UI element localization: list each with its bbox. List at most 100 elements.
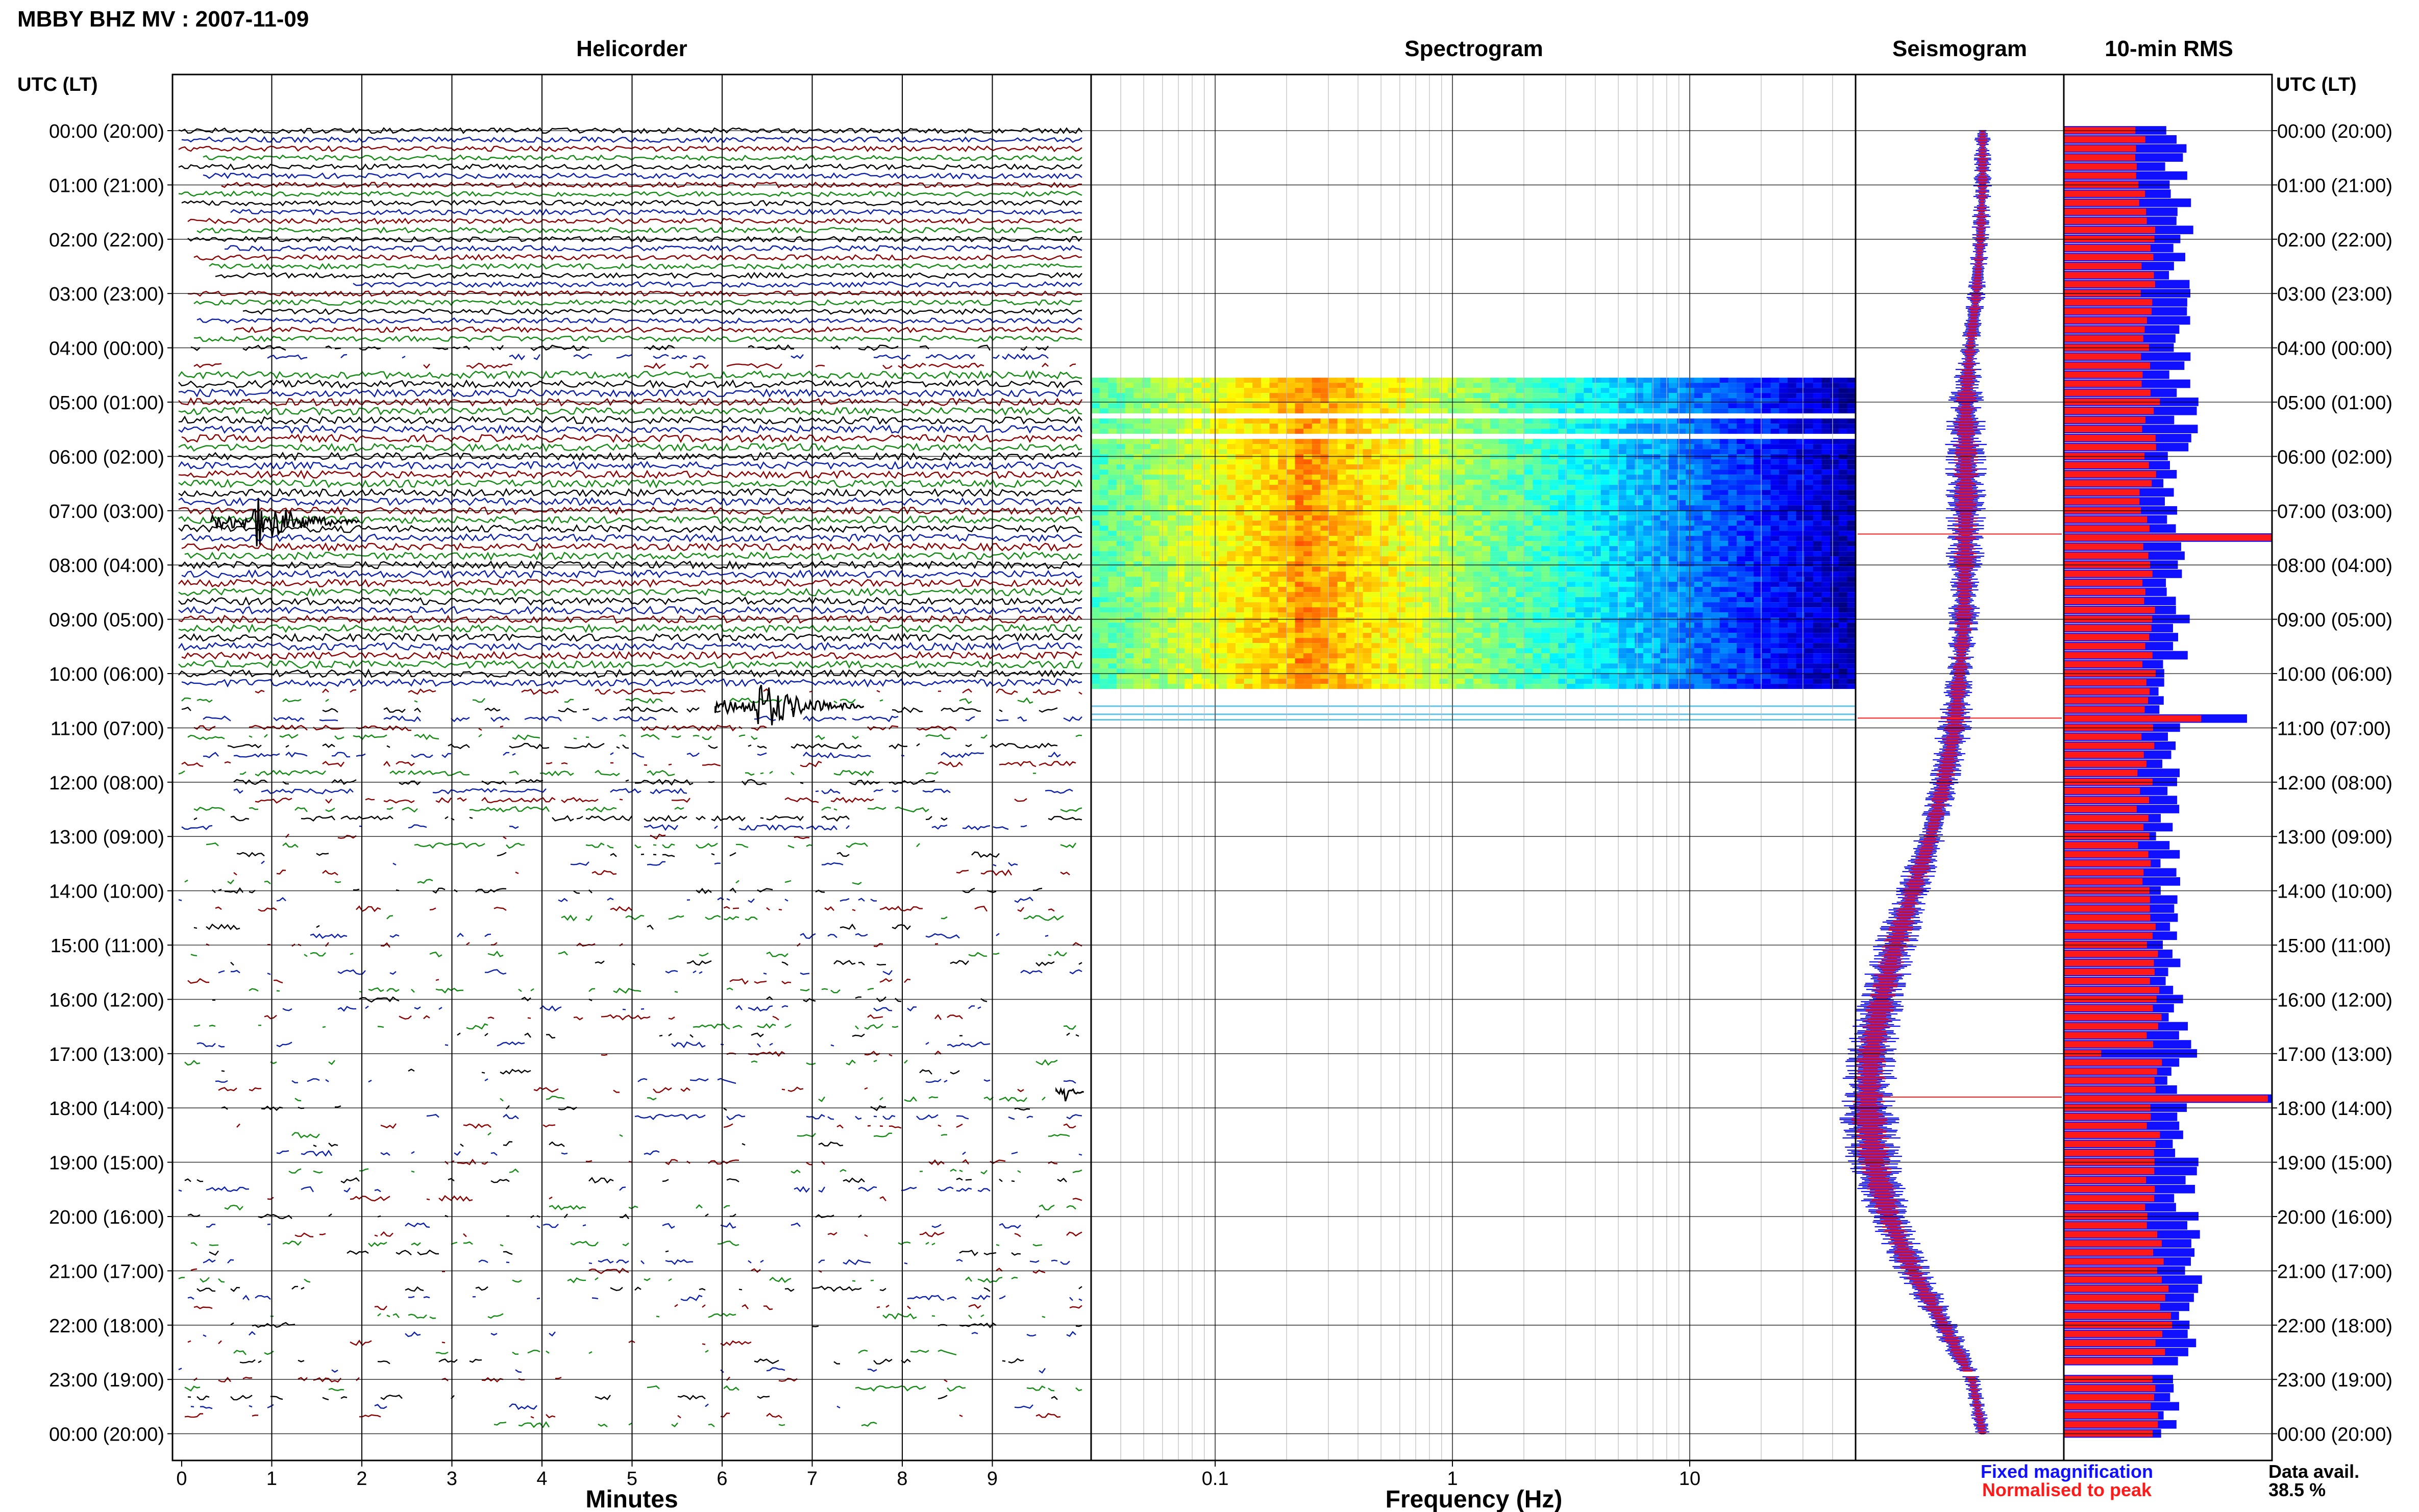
- spectrogram-cell: [1252, 587, 1262, 592]
- spectrogram-cell: [1184, 459, 1194, 465]
- spectrogram-cell: [1643, 520, 1652, 526]
- spectrogram-cell: [1346, 378, 1355, 383]
- spectrogram-cell: [1524, 403, 1534, 409]
- spectrogram-cell: [1490, 449, 1499, 455]
- spectrogram-cell: [1456, 515, 1466, 521]
- spectrogram-cell: [1405, 469, 1415, 475]
- spectrogram-cell: [1252, 551, 1262, 557]
- spectrogram-cell: [1379, 566, 1389, 572]
- spectrogram-cell: [1711, 388, 1720, 393]
- spectrogram-cell: [1091, 556, 1100, 562]
- spectrogram-cell: [1668, 429, 1678, 434]
- spectrogram-cell: [1252, 459, 1262, 465]
- spectrogram-cell: [1184, 378, 1194, 383]
- spectrogram-cell: [1133, 648, 1143, 654]
- spectrogram-cell: [1558, 638, 1567, 643]
- spectrogram-cell: [1465, 526, 1474, 531]
- spectrogram-cell: [1728, 398, 1737, 404]
- spectrogram-cell: [1405, 536, 1415, 541]
- spectrogram-cell: [1626, 556, 1635, 562]
- spectrogram-cell: [1397, 577, 1406, 582]
- spectrogram-cell: [1584, 633, 1593, 638]
- spectrogram-cell: [1473, 383, 1483, 388]
- spectrogram-cell: [1490, 597, 1499, 603]
- spectrogram-cell: [1176, 587, 1185, 592]
- spectrogram-cell: [1694, 510, 1704, 516]
- spectrogram-cell: [1660, 572, 1669, 577]
- spectrogram-cell: [1498, 495, 1508, 501]
- spectrogram-cell: [1142, 495, 1151, 501]
- spectrogram-cell: [1329, 424, 1338, 429]
- spectrogram-cell: [1651, 531, 1661, 536]
- spectrogram-cell: [1660, 505, 1669, 511]
- spectrogram-cell: [1702, 572, 1712, 577]
- spectrogram-cell: [1278, 663, 1287, 669]
- spectrogram-cell: [1269, 505, 1278, 511]
- spectrogram-cell: [1754, 531, 1763, 536]
- spectrogram-cell: [1737, 383, 1746, 388]
- spectrogram-cell: [1694, 383, 1704, 388]
- spectrogram-cell: [1677, 541, 1686, 547]
- spectrogram-cell: [1584, 408, 1593, 414]
- spectrogram-cell: [1567, 592, 1576, 598]
- spectrogram-cell: [1728, 439, 1737, 444]
- spectrogram-cell: [1516, 424, 1525, 429]
- spectrogram-cell: [1125, 480, 1134, 485]
- spectrogram-cell: [1193, 485, 1202, 490]
- spectrogram-cell: [1269, 383, 1278, 388]
- spectrogram-cell: [1176, 398, 1185, 404]
- spectrogram-cell: [1635, 602, 1644, 608]
- spectrogram-cell: [1405, 663, 1415, 669]
- spectrogram-cell: [1261, 418, 1270, 424]
- spectrogram-cell: [1125, 556, 1134, 562]
- spectrogram-cell: [1354, 505, 1364, 511]
- spectrogram-cell: [1133, 393, 1143, 399]
- spectrogram-cell: [1575, 551, 1585, 557]
- spectrogram-cell: [1422, 668, 1431, 674]
- spectrogram-cell: [1787, 648, 1797, 654]
- spectrogram-cell: [1609, 561, 1618, 567]
- spectrogram-cell: [1719, 536, 1729, 541]
- spectrogram-cell: [1677, 378, 1686, 383]
- spectrogram-cell: [1295, 378, 1304, 383]
- spectrogram-cell: [1473, 449, 1483, 455]
- spectrogram-cell: [1677, 480, 1686, 485]
- spectrogram-cell: [1524, 643, 1534, 649]
- spectrogram-cell: [1702, 459, 1712, 465]
- spectrogram-cell: [1210, 490, 1219, 495]
- spectrogram-cell: [1728, 393, 1737, 399]
- spectrogram-cell: [1549, 398, 1559, 404]
- spectrogram-cell: [1269, 475, 1278, 480]
- spectrogram-cell: [1201, 582, 1211, 587]
- spectrogram-cell: [1651, 602, 1661, 608]
- spectrogram-cell: [1805, 469, 1814, 475]
- spectrogram-cell: [1618, 490, 1627, 495]
- spectrogram-cell: [1830, 638, 1839, 643]
- spectrogram-cell: [1397, 531, 1406, 536]
- spectrogram-cell: [1737, 459, 1746, 465]
- spectrogram-cell: [1651, 480, 1661, 485]
- spectrogram-cell: [1167, 592, 1177, 598]
- spectrogram-cell: [1626, 617, 1635, 623]
- spectrogram-cell: [1261, 638, 1270, 643]
- spectrogram-cell: [1363, 444, 1372, 450]
- spectrogram-cell: [1762, 546, 1771, 552]
- spectrogram-cell: [1150, 418, 1159, 424]
- spectrogram-cell: [1337, 520, 1347, 526]
- spectrogram-cell: [1354, 551, 1364, 557]
- spectrogram-cell: [1422, 500, 1431, 506]
- spectrogram-cell: [1490, 607, 1499, 613]
- spectrogram-cell: [1498, 520, 1508, 526]
- spectrogram-cell: [1626, 480, 1635, 485]
- spectrogram-cell: [1498, 628, 1508, 633]
- spectrogram-cell: [1159, 653, 1168, 659]
- spectrogram-cell: [1278, 566, 1287, 572]
- spectrogram-cell: [1702, 551, 1712, 557]
- spectrogram-cell: [1702, 653, 1712, 659]
- spectrogram-cell: [1261, 408, 1270, 414]
- spectrogram-cell: [1592, 561, 1601, 567]
- spectrogram-cell: [1838, 587, 1848, 592]
- spectrogram-cell: [1618, 577, 1627, 582]
- spectrogram-cell: [1762, 439, 1771, 444]
- spectrogram-cell: [1711, 418, 1720, 424]
